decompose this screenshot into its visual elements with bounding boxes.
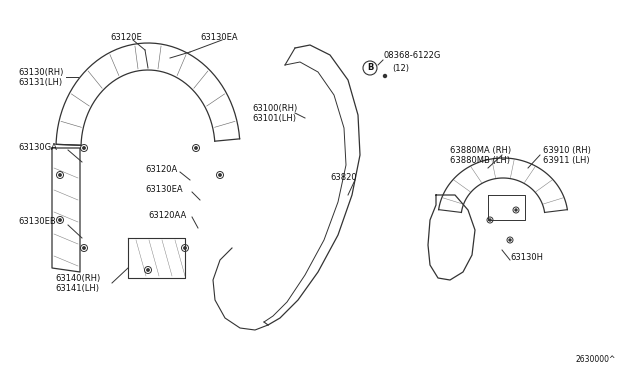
Circle shape [383,74,387,77]
Circle shape [59,174,61,176]
Circle shape [515,209,517,211]
Text: 63120E: 63120E [110,33,141,42]
Text: 63911 (LH): 63911 (LH) [543,155,589,164]
Text: 63100(RH): 63100(RH) [252,103,297,112]
Circle shape [489,219,491,221]
Text: 63120A: 63120A [145,166,177,174]
Text: 63880MB (LH): 63880MB (LH) [450,155,510,164]
Text: 63130EB: 63130EB [18,218,56,227]
Text: 63910 (RH): 63910 (RH) [543,145,591,154]
Text: 63130(RH): 63130(RH) [18,67,63,77]
Text: 63101(LH): 63101(LH) [252,113,296,122]
Circle shape [219,174,221,176]
Text: 63130EA: 63130EA [200,33,237,42]
Text: 63130H: 63130H [510,253,543,263]
Circle shape [83,247,85,249]
Circle shape [147,269,149,271]
Circle shape [195,147,197,149]
Text: 08368-6122G: 08368-6122G [383,51,440,60]
Circle shape [509,239,511,241]
Text: 63820: 63820 [330,173,356,183]
Text: 63131(LH): 63131(LH) [18,77,62,87]
Text: 63130EA: 63130EA [145,186,182,195]
Circle shape [59,219,61,221]
Text: 63140(RH): 63140(RH) [55,273,100,282]
Text: 63880MA (RH): 63880MA (RH) [450,145,511,154]
Circle shape [184,247,186,249]
Text: 63120AA: 63120AA [148,211,186,219]
Text: 63141(LH): 63141(LH) [55,283,99,292]
Text: 2630000^: 2630000^ [575,355,616,364]
Text: (12): (12) [392,64,409,73]
Text: 63130GA: 63130GA [18,144,57,153]
Circle shape [83,147,85,149]
Text: B: B [367,64,373,73]
